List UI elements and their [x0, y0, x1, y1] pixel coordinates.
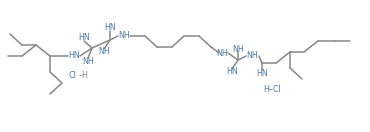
Text: –H: –H	[79, 72, 89, 81]
Text: HN: HN	[226, 67, 238, 77]
Text: Cl: Cl	[68, 72, 76, 81]
Text: NH: NH	[216, 48, 228, 58]
Text: NH: NH	[118, 32, 130, 41]
Text: HN: HN	[68, 51, 80, 60]
Text: H–Cl: H–Cl	[263, 86, 281, 95]
Text: NH: NH	[82, 58, 94, 67]
Text: HN: HN	[104, 23, 116, 32]
Text: NH: NH	[232, 44, 244, 53]
Text: HN: HN	[256, 70, 268, 79]
Text: HN: HN	[78, 34, 90, 43]
Text: NH: NH	[98, 48, 110, 56]
Text: NH: NH	[246, 51, 258, 60]
